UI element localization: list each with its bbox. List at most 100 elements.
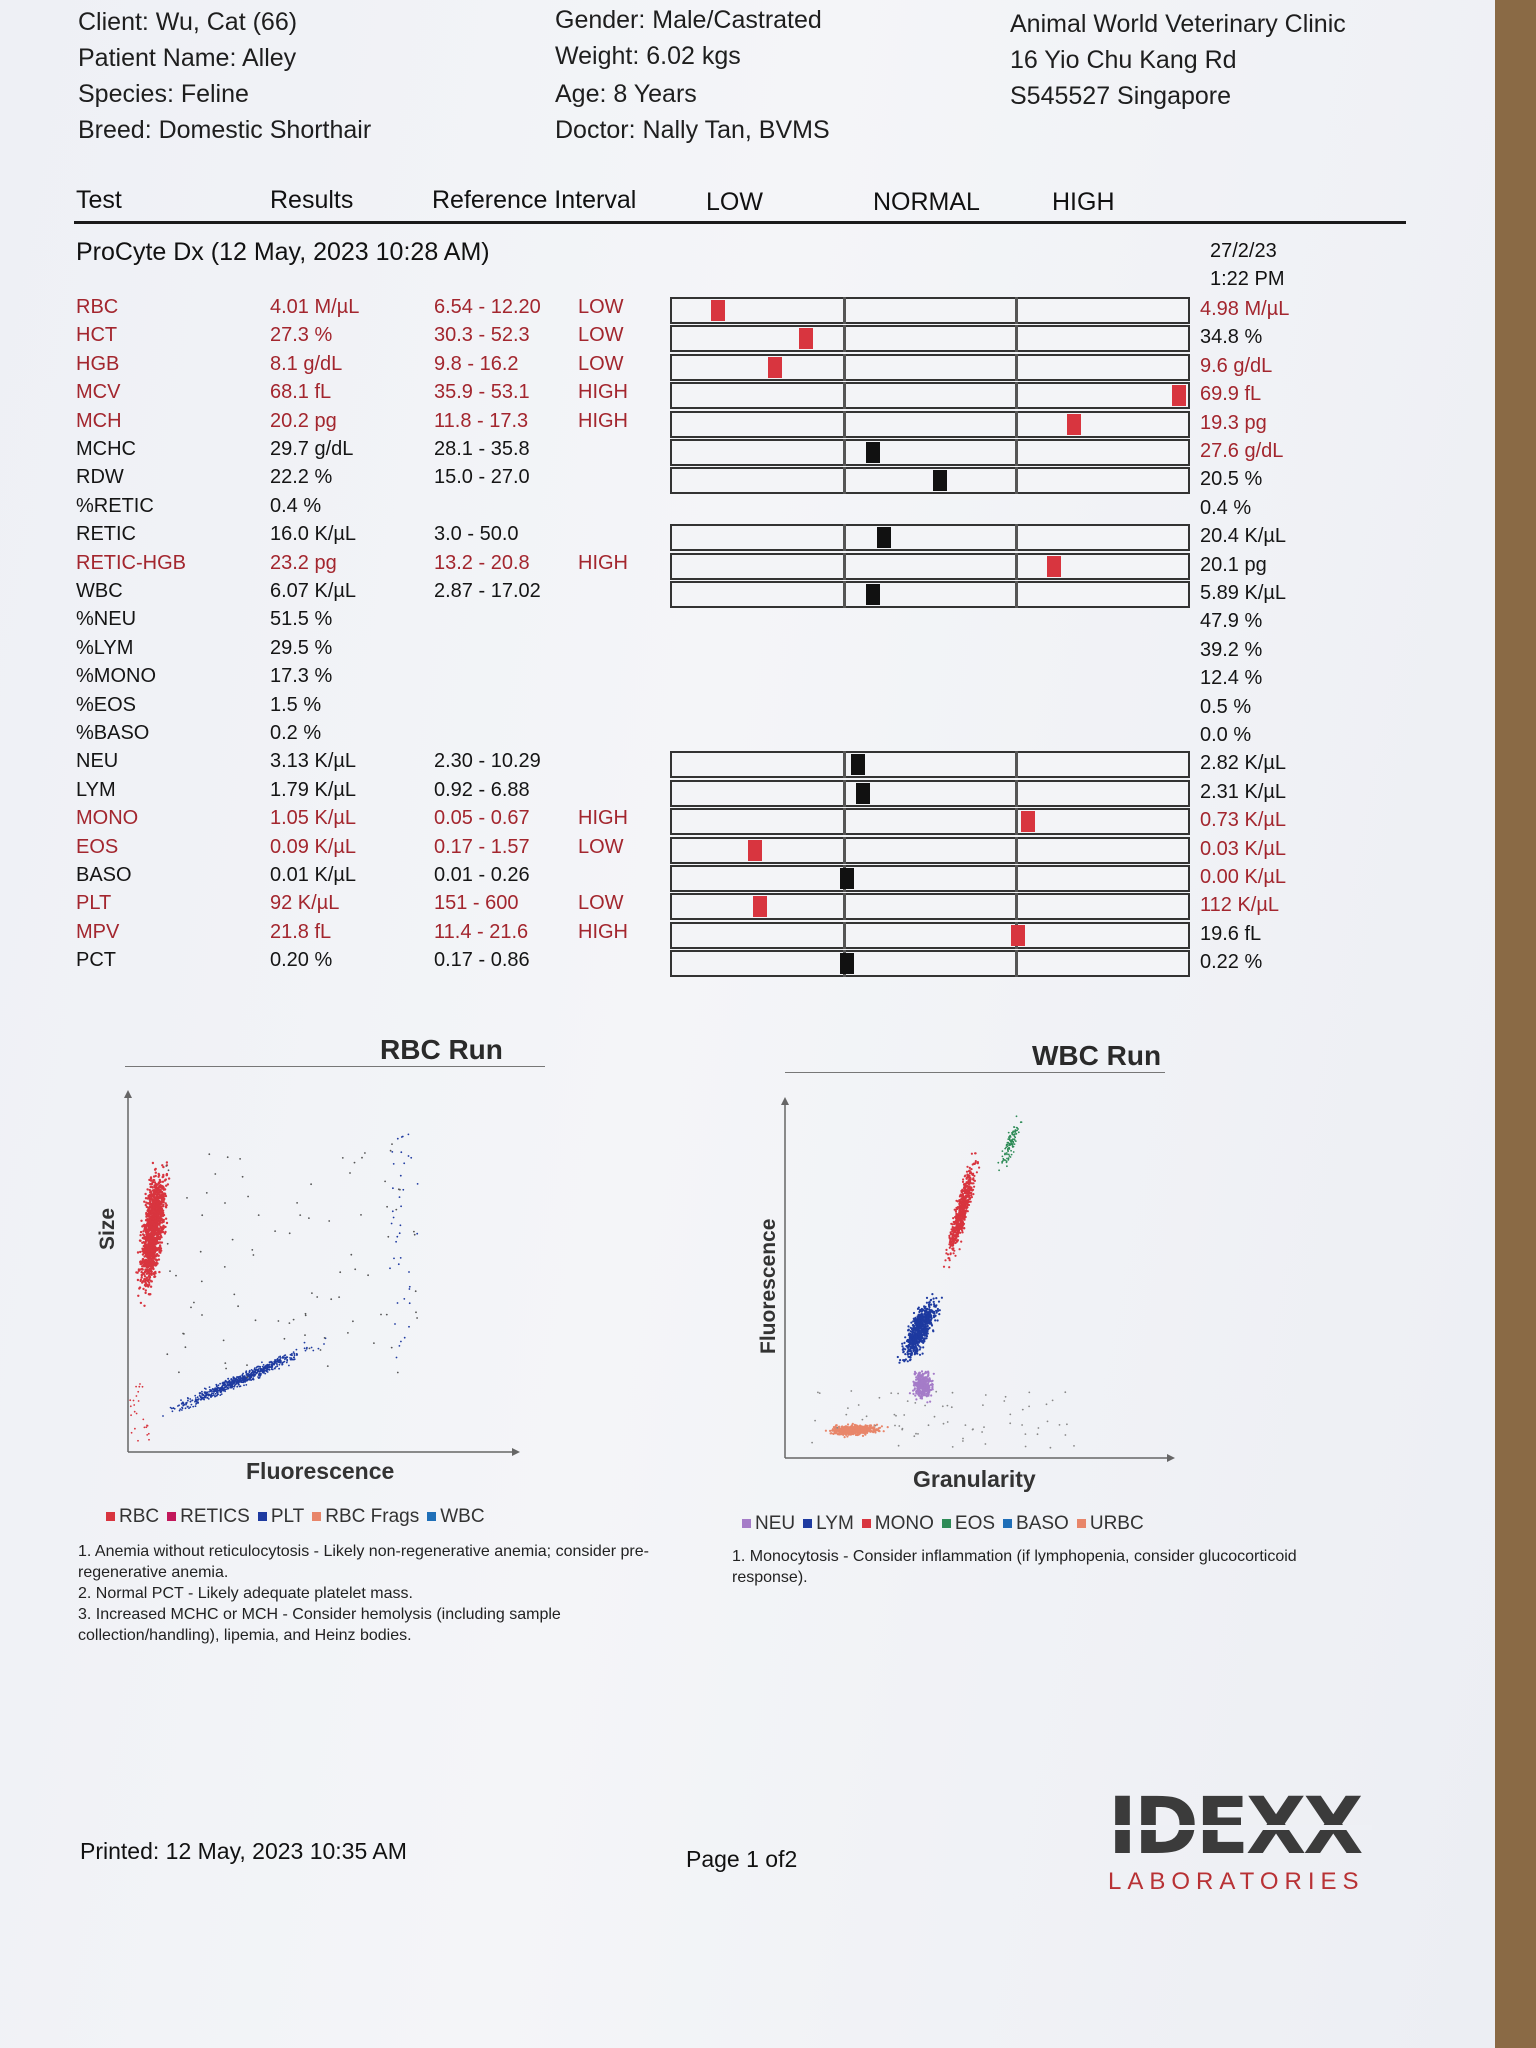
scatter-point [157,1182,161,1185]
scatter-point [410,1156,413,1159]
scatter-point [871,1430,874,1433]
scatter-point [137,1390,140,1393]
scatter-point [860,1426,863,1429]
scatter-point [201,1397,204,1400]
scatter-point [180,1399,182,1401]
row-test-retic: %RETIC [76,494,154,517]
scatter-point [182,1332,184,1335]
scatter-point [188,1407,190,1410]
scatter-point [159,1200,163,1203]
scatter-point [924,1370,927,1373]
scatter-point [1003,1400,1006,1402]
scatter-point [907,1333,910,1337]
range-divider [1015,325,1018,353]
scatter-point [160,1202,163,1205]
scatter-point [393,1257,395,1260]
scatter-point [156,1218,159,1221]
wbc-points [811,1115,1075,1449]
legend-swatch [257,1512,267,1522]
scatter-point [946,1421,949,1423]
scatter-point [271,1365,274,1368]
wbc-chart-title: WBC Run [1032,1040,1162,1071]
scatter-point [205,1192,208,1194]
scatter-point [184,1346,187,1349]
scatter-point [364,1152,366,1154]
scatter-point [281,1363,284,1366]
row-previous: 0.22 % [1200,951,1263,974]
scatter-point [251,1371,254,1374]
scatter-point [1021,1424,1023,1426]
scatter-point [854,1427,857,1430]
scatter-point [963,1190,966,1193]
scatter-point [145,1260,148,1263]
scatter-point [207,1393,210,1395]
row-flag: HIGH [578,551,628,574]
scatter-point [399,1174,402,1177]
scatter-point [293,1354,296,1357]
wbc-notes: 1. Monocytosis - Consider inflammation (… [732,1546,1372,1588]
scatter-point [177,1405,179,1407]
scatter-point [389,1149,392,1152]
scatter-point [912,1334,915,1337]
scatter-point [137,1400,140,1402]
scatter-point [380,1313,382,1316]
scatter-point [232,1388,235,1390]
row-result: 68.1 fL [270,381,332,404]
scatter-point [347,1332,349,1334]
scatter-point [139,1279,142,1283]
scatter-point [161,1213,164,1217]
scatter-point [154,1171,157,1174]
row-test-hgb: HGB [76,352,120,375]
scatter-point [912,1389,915,1392]
range-divider [1015,779,1018,807]
scatter-point [972,1193,975,1196]
scatter-point [156,1216,160,1219]
scatter-point [143,1426,146,1429]
scatter-point [147,1432,150,1435]
row-result: 29.7 g/dL [270,438,354,460]
scatter-point [399,1224,402,1227]
scatter-point [961,1205,964,1208]
legend-item: RBC Frags [312,1506,419,1527]
scatter-point [153,1191,156,1195]
scatter-point [239,1379,242,1382]
scatter-point [857,1404,860,1406]
scatter-point [969,1186,972,1189]
scatter-point [949,1245,952,1248]
range-track [670,865,1190,892]
scatter-point [972,1188,975,1191]
scatter-point [217,1393,219,1396]
scatter-point [923,1384,926,1387]
scatter-point [1008,1136,1010,1139]
scatter-point [129,1405,132,1408]
scatter-point [951,1244,954,1247]
scatter-point [205,1394,208,1397]
scatter-point [151,1261,154,1265]
scatter-point [864,1424,867,1427]
legend-item: PLT [257,1506,304,1527]
scatter-point [928,1311,931,1315]
scatter-point [155,1194,159,1198]
scatter-point [139,1250,142,1254]
scatter-point [190,1306,192,1309]
scatter-point [147,1250,150,1253]
scatter-point [165,1161,169,1164]
scatter-point [201,1214,204,1217]
scatter-point [928,1377,931,1380]
scatter-point [913,1387,916,1390]
scatter-point [145,1233,148,1237]
scatter-point [1064,1434,1067,1436]
scatter-point [213,1389,215,1392]
scatter-point [969,1200,972,1203]
scatter-point [913,1384,916,1387]
scatter-point [138,1286,142,1289]
scatter-point [923,1325,926,1328]
scatter-point [265,1369,268,1372]
scatter-point [974,1160,977,1163]
scatter-point [952,1220,955,1224]
row-test-eos: EOS [76,835,119,858]
scatter-point [310,1346,313,1349]
scatter-point [248,1373,251,1376]
scatter-point [290,1357,293,1360]
scatter-point [938,1313,941,1316]
